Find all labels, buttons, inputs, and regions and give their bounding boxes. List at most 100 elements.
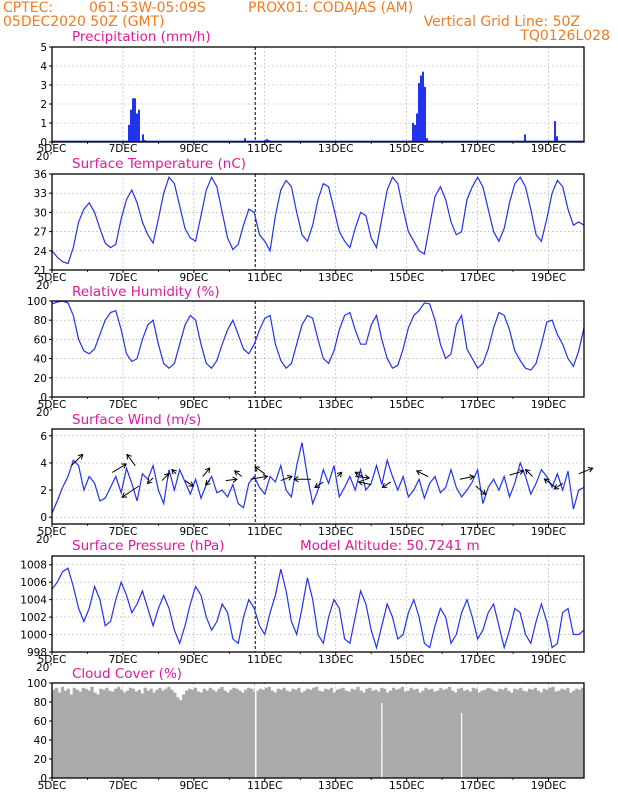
wind-arrowhead [188,481,195,487]
cloud-bar [448,686,452,778]
wind-arrowhead [553,484,560,490]
x-tick-label: 7DEC [109,526,138,538]
wind-vector [509,470,524,476]
cloud-bar [424,687,428,778]
cloud-bar [122,692,127,778]
cloud-bar [536,690,540,778]
wind-arrowhead [286,475,293,481]
cloud-bar [158,687,162,778]
cloud-bar [353,689,357,778]
x-tick-label: 7DEC [109,272,138,284]
precip-bar [128,124,130,142]
y-tick-label: 40 [34,735,47,747]
cloud-bar [545,689,549,778]
cloud-bar [554,691,558,778]
cloud-bar [377,691,381,778]
wind-vector [544,478,556,488]
cloud-bar [105,687,109,778]
cloud-bar [518,687,523,778]
y-tick-label: 0 [40,512,47,524]
cloud-bar [99,688,103,778]
x-tick-label: 17DEC [460,654,495,666]
cloud-bar [394,689,399,778]
cloud-bar [504,687,508,778]
cloud-bar [383,688,387,778]
cloud-bar [510,692,514,778]
cloud-bar [196,691,201,778]
y-tick-label: 80 [34,315,47,327]
y-tick-label: 36 [34,169,48,181]
cloud-bar [285,690,289,778]
panel-title: Surface Temperature (nC) [72,156,246,172]
cloud-bar [421,690,425,778]
cloud-bar [403,691,407,778]
cloud-bar [146,690,150,778]
wind-arrowhead [364,474,371,481]
y-tick-label: 4 [40,61,47,73]
x-tick-label: 15DEC [389,272,424,284]
cloud-bar [187,688,192,778]
y-tick-label: 1 [40,118,47,130]
x-tick-label: 15DEC [389,780,424,792]
cloud-bar [155,689,159,778]
cloud-bar [57,692,62,778]
wind-vector [234,470,243,477]
cloud-bar [344,690,348,778]
cloud-bar [279,689,283,778]
cloud-bar [474,688,478,778]
y-tick-label: 0 [40,137,47,149]
precip-bar [422,71,424,142]
cloud-bar [312,687,316,778]
cloud-bar [516,689,520,778]
cloud-bar [329,687,334,778]
wind-arrowhead [480,489,487,496]
cloud-bar [569,692,573,778]
cloud-bar [356,686,360,778]
cloud-bar [306,688,310,778]
header-label: CPTEC: [3,0,53,16]
cloud-bar [176,697,180,778]
cloud-bar [137,689,141,778]
cloud-bar [128,687,133,778]
wind-vector [205,480,211,486]
x-tick-label: 13DEC [318,399,353,411]
precip-bar [142,134,144,142]
x-tick-label: 11DEC [247,399,282,411]
x-tick-label: 19DEC [531,399,566,411]
cloud-bar [114,688,118,778]
x-tick-label: 19DEC [531,780,566,792]
cloud-bar [288,691,292,778]
cloud-bar [374,689,378,778]
cloud-bar [309,689,313,778]
y-tick-label: 27 [34,227,47,239]
cloud-bar [315,686,319,778]
x-tick-label: 17DEC [460,526,495,538]
cloud-bar [143,687,147,778]
cloud-bar [226,692,230,778]
precip-bar [414,124,416,142]
wind-vector [254,466,266,475]
cloud-bar [134,691,139,778]
cloud-bar [388,690,393,778]
cloud-bar [495,691,499,778]
precip-bar [130,109,132,142]
cloud-bar [152,692,156,778]
y-tick-label: 1002 [20,612,47,624]
cloud-bar [270,690,274,778]
cloud-bar [489,688,493,778]
cloud-bar [320,691,325,778]
y-tick-label: 3 [40,80,47,92]
cloud-bar [190,689,195,778]
cloud-bar [566,687,570,778]
y-tick-label: 4 [40,458,47,470]
precip-bar [426,138,428,142]
cloud-bar [235,688,239,778]
wind-arrowhead [171,468,177,475]
x-tick-label: 19DEC [531,272,566,284]
panels-group: 0 1 2 3 4 5 Precipitation (mm/h) 5DEC 7DEC 9DEC 11… [20,29,594,792]
x-tick-label: 9DEC [179,654,208,666]
cloud-bar [362,692,366,778]
cloud-bar [368,687,372,778]
precip-bar [138,109,140,142]
cloud-bar [563,689,567,778]
